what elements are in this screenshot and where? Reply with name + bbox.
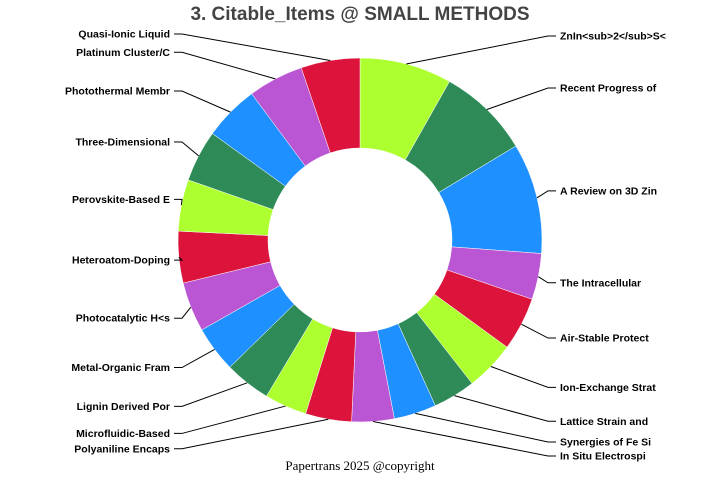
leader-line xyxy=(174,382,248,407)
slice-label: Ion-Exchange Strat xyxy=(560,382,656,394)
slice-label: Platinum Cluster/C xyxy=(76,47,170,59)
leader-line xyxy=(486,87,556,110)
slice-label: Heteroatom-Doping xyxy=(72,255,170,267)
leader-line xyxy=(174,141,199,157)
leader-line xyxy=(537,276,556,284)
slice-label: Photothermal Membr xyxy=(65,86,170,98)
leader-line xyxy=(174,306,192,319)
slice-label: The Intracellular xyxy=(560,277,641,289)
slice-label: Polyaniline Encaps xyxy=(74,443,170,455)
leader-line xyxy=(454,395,556,422)
slice-label: Recent Progress of xyxy=(560,82,657,94)
leader-line xyxy=(536,190,556,199)
leader-line xyxy=(490,366,556,388)
leader-line xyxy=(174,256,184,261)
slice-label: Air-Stable Protect xyxy=(560,333,649,345)
leader-line xyxy=(174,405,286,434)
slice-label: A Review on 3D Zin xyxy=(560,185,657,197)
leader-line xyxy=(174,198,183,206)
slice-label: Three-Dimensional xyxy=(75,136,170,148)
leader-line xyxy=(521,323,556,339)
leader-line xyxy=(415,412,556,443)
slice-label: Photocatalytic H<s xyxy=(76,313,170,325)
slice-label: Perovskite-Based E xyxy=(72,194,170,206)
slice-label: Metal-Organic Fram xyxy=(71,362,170,374)
leader-line xyxy=(174,349,215,369)
leader-line xyxy=(174,90,231,113)
donut-slice xyxy=(300,57,361,154)
slice-label: ZnIn<sub>2</sub>S< xyxy=(560,31,666,43)
leader-line xyxy=(372,421,556,457)
slice-label: In Situ Electrospi xyxy=(560,450,646,462)
copyright-footer: Papertrans 2025 @copyright xyxy=(285,458,435,473)
leader-line xyxy=(174,418,329,450)
slice-label: Synergies of Fe Si xyxy=(560,436,651,448)
leader-line xyxy=(406,35,556,65)
slice-label: Microfluidic-Based xyxy=(76,428,170,440)
chart-title: 3. Citable_Items @ SMALL METHODS xyxy=(190,4,530,25)
leader-line xyxy=(174,51,276,80)
slice-label: Lattice Strain and xyxy=(560,416,648,428)
slice-label: Quasi-Ionic Liquid xyxy=(78,29,170,41)
leader-line xyxy=(174,33,331,61)
slice-label: Lignin Derived Por xyxy=(77,401,170,413)
